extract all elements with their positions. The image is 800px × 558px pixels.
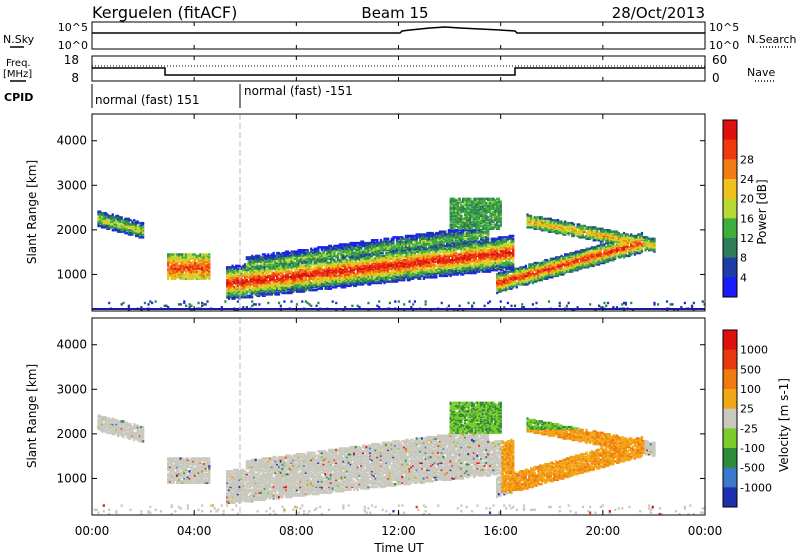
echo-cell: [290, 300, 292, 302]
echo-cell: [378, 300, 380, 302]
echo-cell: [208, 256, 210, 258]
echo-cell: [208, 253, 210, 255]
echo-cell: [283, 300, 285, 302]
echo-cell: [460, 215, 462, 217]
echo-cell: [251, 296, 253, 298]
echo-cell: [180, 303, 182, 305]
echo-cell: [155, 300, 157, 302]
echo-cell: [441, 302, 443, 304]
date-title: 28/Oct/2013: [612, 4, 705, 22]
freq-tick-bottom: 8: [71, 71, 79, 85]
echo-cell: [121, 216, 123, 218]
echo-cell: [142, 236, 144, 238]
echo-cell: [251, 300, 253, 302]
freq-unit: [MHz]: [3, 69, 32, 80]
cpid-label: CPID: [4, 91, 33, 104]
echo-cell: [278, 302, 280, 304]
echo-cell: [307, 249, 309, 251]
station-title: Kerguelen (fitACF): [92, 3, 237, 22]
echo-cell: [280, 305, 282, 307]
echo-cell: [387, 238, 389, 240]
freq-label: Freq.: [6, 58, 31, 69]
echo-cell: [317, 302, 319, 304]
echo-cell: [151, 302, 153, 304]
echo-cell: [208, 273, 210, 275]
echo-cell: [183, 300, 185, 302]
echo-cell: [224, 300, 226, 302]
echo-cell: [208, 270, 210, 272]
echo-cell: [467, 302, 469, 304]
nsearch-tick-top: 10^5: [709, 21, 739, 34]
echo-cell: [389, 302, 391, 304]
echo-cell: [197, 302, 199, 304]
echo-cell: [425, 303, 427, 305]
nsky-panel: [92, 22, 705, 49]
echo-cell: [414, 300, 416, 302]
echo-cell: [425, 300, 427, 302]
nave-tick-bottom: 0: [712, 71, 720, 85]
echo-cell: [351, 305, 353, 307]
cpid-mode-1: normal (fast) 151: [95, 93, 199, 107]
echo-cell: [205, 303, 207, 305]
echo-cell: [237, 300, 239, 302]
echo-cell: [315, 305, 317, 307]
nsearch-label: N.Search: [747, 33, 797, 46]
cpid-mode-2: normal (fast) -151: [244, 84, 353, 98]
echo-cell: [335, 302, 337, 304]
echo-cell: [112, 213, 114, 215]
echo-cell: [408, 300, 410, 302]
echo-cell: [376, 239, 378, 241]
echo-cell: [469, 198, 471, 200]
echo-cell: [473, 302, 475, 304]
echo-cell: [412, 303, 414, 305]
echo-cell: [448, 305, 450, 307]
echo-cell: [128, 305, 130, 307]
echo-cell: [108, 302, 110, 304]
echo-cell: [398, 300, 400, 302]
echo-cell: [185, 305, 187, 307]
freq-tick-top: 18: [64, 53, 79, 67]
echo-cell: [489, 300, 491, 302]
echo-cell: [142, 226, 144, 228]
freq-trace: [92, 68, 705, 75]
echo-cell: [208, 262, 210, 264]
echo-cell: [367, 302, 369, 304]
echo-cell: [459, 198, 461, 200]
power-panel-frame: [92, 114, 705, 311]
echo-cell: [471, 305, 473, 307]
nave-label: Nave: [747, 66, 775, 79]
nsky-tick-top: 10^5: [58, 21, 88, 34]
echo-cell: [142, 222, 144, 224]
echo-cell: [122, 302, 124, 304]
nsky-tick-bottom: 10^0: [58, 39, 88, 52]
echo-cell: [206, 300, 208, 302]
echo-cell: [403, 303, 405, 305]
nsky-trace: [92, 27, 705, 33]
echo-cell: [301, 300, 303, 302]
nave-tick-top: 60: [712, 53, 727, 67]
echo-cell: [255, 303, 257, 305]
echo-cell: [208, 266, 210, 268]
echo-cell: [484, 305, 486, 307]
echo-cell: [296, 303, 298, 305]
echo-cell: [394, 300, 396, 302]
echo-cell: [144, 302, 146, 304]
nsearch-tick-bottom: 10^0: [709, 39, 739, 52]
nsky-label: N.Sky: [3, 33, 35, 46]
echo-cell: [332, 300, 334, 302]
echo-cell: [459, 305, 461, 307]
echo-cell: [147, 303, 149, 305]
echo-cell: [258, 303, 260, 305]
echo-cell: [267, 302, 269, 304]
echo-cell: [444, 230, 446, 232]
echo-cell: [273, 252, 275, 254]
echo-cell: [310, 305, 312, 307]
beam-title: Beam 15: [361, 4, 428, 22]
echo-cell: [190, 305, 192, 307]
